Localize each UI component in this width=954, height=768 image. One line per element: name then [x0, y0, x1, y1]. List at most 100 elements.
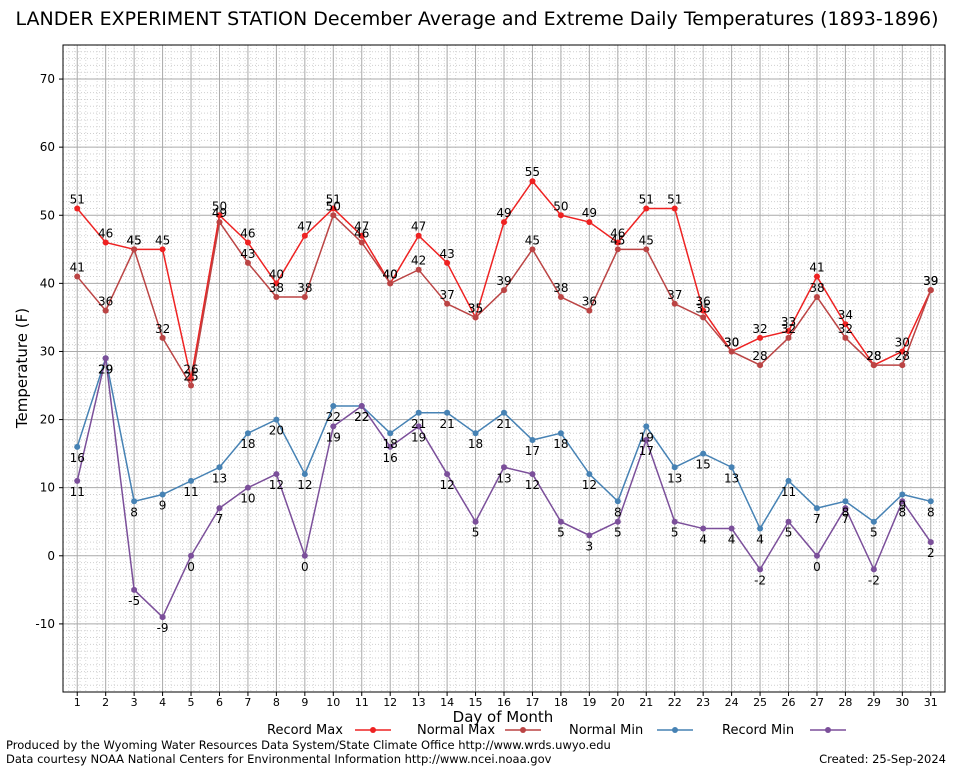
- record-min-data-label: 22: [354, 410, 369, 424]
- record-min-point: [102, 355, 109, 362]
- normal-min-data-label: 12: [582, 478, 597, 492]
- normal-min-data-label: 21: [496, 417, 511, 431]
- x-tick-label: 10: [326, 696, 340, 709]
- record-min-data-label: 19: [411, 430, 426, 444]
- normal-min-point: [131, 498, 138, 505]
- record-min-point: [188, 552, 195, 559]
- record-min-data-label: 0: [813, 560, 821, 574]
- record-max-data-label: 35: [468, 301, 483, 315]
- x-axis-ticks: 1 2 3 4 5 6 7 8 9 10 11 12 13 14 15 16 17 18 19 20 21 22 23 24 2…: [74, 692, 938, 709]
- record-min-data-label: 12: [525, 478, 540, 492]
- record-max-point: [301, 232, 308, 239]
- record-max-point: [244, 239, 251, 246]
- x-tick-label: 21: [639, 696, 653, 709]
- series-lines: [74, 178, 934, 621]
- record-max-point: [813, 273, 820, 280]
- record-max-data-label: 43: [439, 247, 454, 261]
- record-min-point: [444, 471, 451, 478]
- record-min-point: [757, 566, 764, 573]
- normal-max-point: [330, 212, 337, 219]
- normal-min-data-label: 5: [870, 526, 878, 540]
- x-tick-label: 2: [102, 696, 109, 709]
- record-max-point: [358, 232, 365, 239]
- normal-min-point: [671, 464, 678, 471]
- normal-min-data-label: 17: [525, 444, 540, 458]
- record-max-data-label: 45: [126, 233, 141, 247]
- record-max-data-label: 36: [696, 295, 711, 309]
- record-max-point: [501, 219, 507, 226]
- record-min-point: [159, 614, 166, 621]
- y-axis-label: Temperature (F): [13, 308, 31, 429]
- record-max-point: [643, 205, 650, 212]
- normal-max-point: [842, 334, 849, 341]
- record-max-point: [586, 219, 593, 226]
- x-tick-label: 9: [301, 696, 308, 709]
- normal-min-point: [785, 477, 792, 484]
- x-tick-label: 27: [810, 696, 824, 709]
- normal-max-point: [501, 287, 507, 294]
- record-min-point: [501, 464, 507, 471]
- record-max-data-label: 28: [866, 349, 881, 363]
- normal-min-data-label: 8: [842, 505, 850, 519]
- record-min-data-label: -5: [128, 594, 140, 608]
- legend-marker-record-min: [825, 727, 831, 733]
- normal-min-data-label: 18: [553, 437, 568, 451]
- record-max-data-label: 50: [212, 199, 227, 213]
- record-max-point: [529, 178, 536, 185]
- record-min-data-label: 12: [269, 478, 284, 492]
- y-tick-label: -10: [35, 617, 55, 631]
- normal-max-data-label: 45: [639, 233, 654, 247]
- record-max-data-label: 41: [809, 261, 824, 275]
- normal-min-data-label: 13: [667, 471, 682, 485]
- normal-max-point: [899, 362, 906, 369]
- normal-max-data-label: 38: [809, 281, 824, 295]
- record-min-data-label: 0: [301, 560, 309, 574]
- record-max-data-label: 34: [838, 308, 853, 322]
- x-tick-label: 1: [74, 696, 81, 709]
- record-min-point: [358, 402, 365, 409]
- record-max-data-label: 30: [895, 335, 910, 349]
- normal-min-data-label: 22: [354, 410, 369, 424]
- normal-max-point: [131, 246, 138, 253]
- y-tick-label: 10: [40, 481, 55, 495]
- record-max-data-label: 45: [155, 233, 170, 247]
- normal-max-data-label: 37: [667, 288, 682, 302]
- record-min-data-label: -2: [868, 573, 880, 587]
- x-tick-label: 13: [412, 696, 426, 709]
- record-min-data-label: 0: [187, 560, 195, 574]
- normal-max-data-label: 45: [126, 233, 141, 247]
- record-max-data-label: 40: [269, 267, 284, 281]
- record-min-data-label: 2: [927, 546, 935, 560]
- record-min-data-label: 16: [383, 451, 398, 465]
- record-min-data-label: 5: [671, 526, 679, 540]
- normal-min-data-label: 21: [411, 417, 426, 431]
- record-max-data-label: 51: [639, 192, 654, 206]
- record-max-data-label: 33: [781, 315, 796, 329]
- x-tick-label: 8: [273, 696, 280, 709]
- normal-max-point: [671, 300, 678, 307]
- y-tick-label: 40: [40, 276, 55, 290]
- x-tick-label: 17: [525, 696, 539, 709]
- record-min-point: [529, 471, 536, 478]
- normal-min-point: [216, 464, 223, 471]
- normal-min-point: [159, 491, 166, 498]
- normal-min-data-label: 20: [269, 424, 284, 438]
- normal-max-point: [74, 273, 81, 280]
- normal-min-data-label: 16: [70, 451, 85, 465]
- normal-max-point: [557, 293, 564, 300]
- record-max-data-label: 50: [553, 199, 568, 213]
- record-min-point: [586, 532, 593, 539]
- normal-max-data-label: 32: [838, 322, 853, 336]
- normal-max-point: [415, 266, 422, 273]
- y-tick-label: 70: [40, 72, 55, 86]
- x-tick-label: 23: [696, 696, 710, 709]
- normal-min-point: [757, 525, 764, 532]
- normal-max-point: [159, 334, 166, 341]
- normal-min-data-label: 18: [240, 437, 255, 451]
- record-max-data-label: 47: [297, 220, 312, 234]
- record-min-data-label: 5: [472, 526, 480, 540]
- x-tick-label: 4: [159, 696, 166, 709]
- normal-min-data-label: 11: [781, 485, 796, 499]
- record-min-point: [870, 566, 877, 573]
